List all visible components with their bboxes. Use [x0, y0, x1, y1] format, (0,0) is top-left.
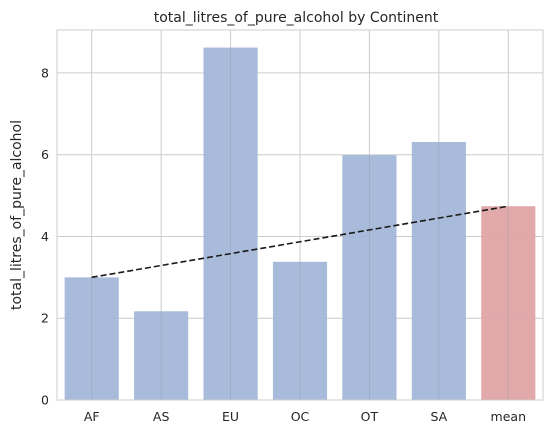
y-tick-label: 0	[41, 393, 49, 408]
axes-frame	[56, 29, 544, 401]
mean-dashed-line	[91, 205, 509, 279]
bar-af	[64, 277, 119, 400]
bar-mean	[481, 206, 536, 400]
x-tick-label: OT	[361, 409, 379, 424]
y-tick-labels: 0 2 4 6 8	[41, 65, 49, 407]
bar-oc	[272, 261, 328, 400]
y-tick-label: 8	[41, 65, 49, 80]
x-tick-labels: AF AS EU OC OT SA mean	[84, 409, 526, 424]
mean-trend-line	[91, 205, 509, 279]
bar-sa	[411, 142, 466, 400]
x-tick-label: AF	[84, 409, 100, 424]
y-tick-label: 6	[41, 147, 49, 162]
bar-ot	[342, 155, 397, 400]
y-tick-label: 2	[41, 311, 49, 326]
y-axis-label: total_litres_of_pure_alcohol	[9, 120, 25, 310]
x-tick-label: OC	[291, 409, 310, 424]
x-tick-label: EU	[222, 409, 239, 424]
x-tick-label: mean	[491, 409, 526, 424]
x-tick-label: SA	[430, 409, 447, 424]
chart-title: total_litres_of_pure_alcohol by Continen…	[154, 10, 439, 26]
bar-eu	[203, 47, 258, 400]
y-tick-label: 4	[41, 229, 49, 244]
bars	[64, 47, 536, 400]
x-tick-label: AS	[153, 409, 170, 424]
bar-as	[134, 311, 189, 400]
